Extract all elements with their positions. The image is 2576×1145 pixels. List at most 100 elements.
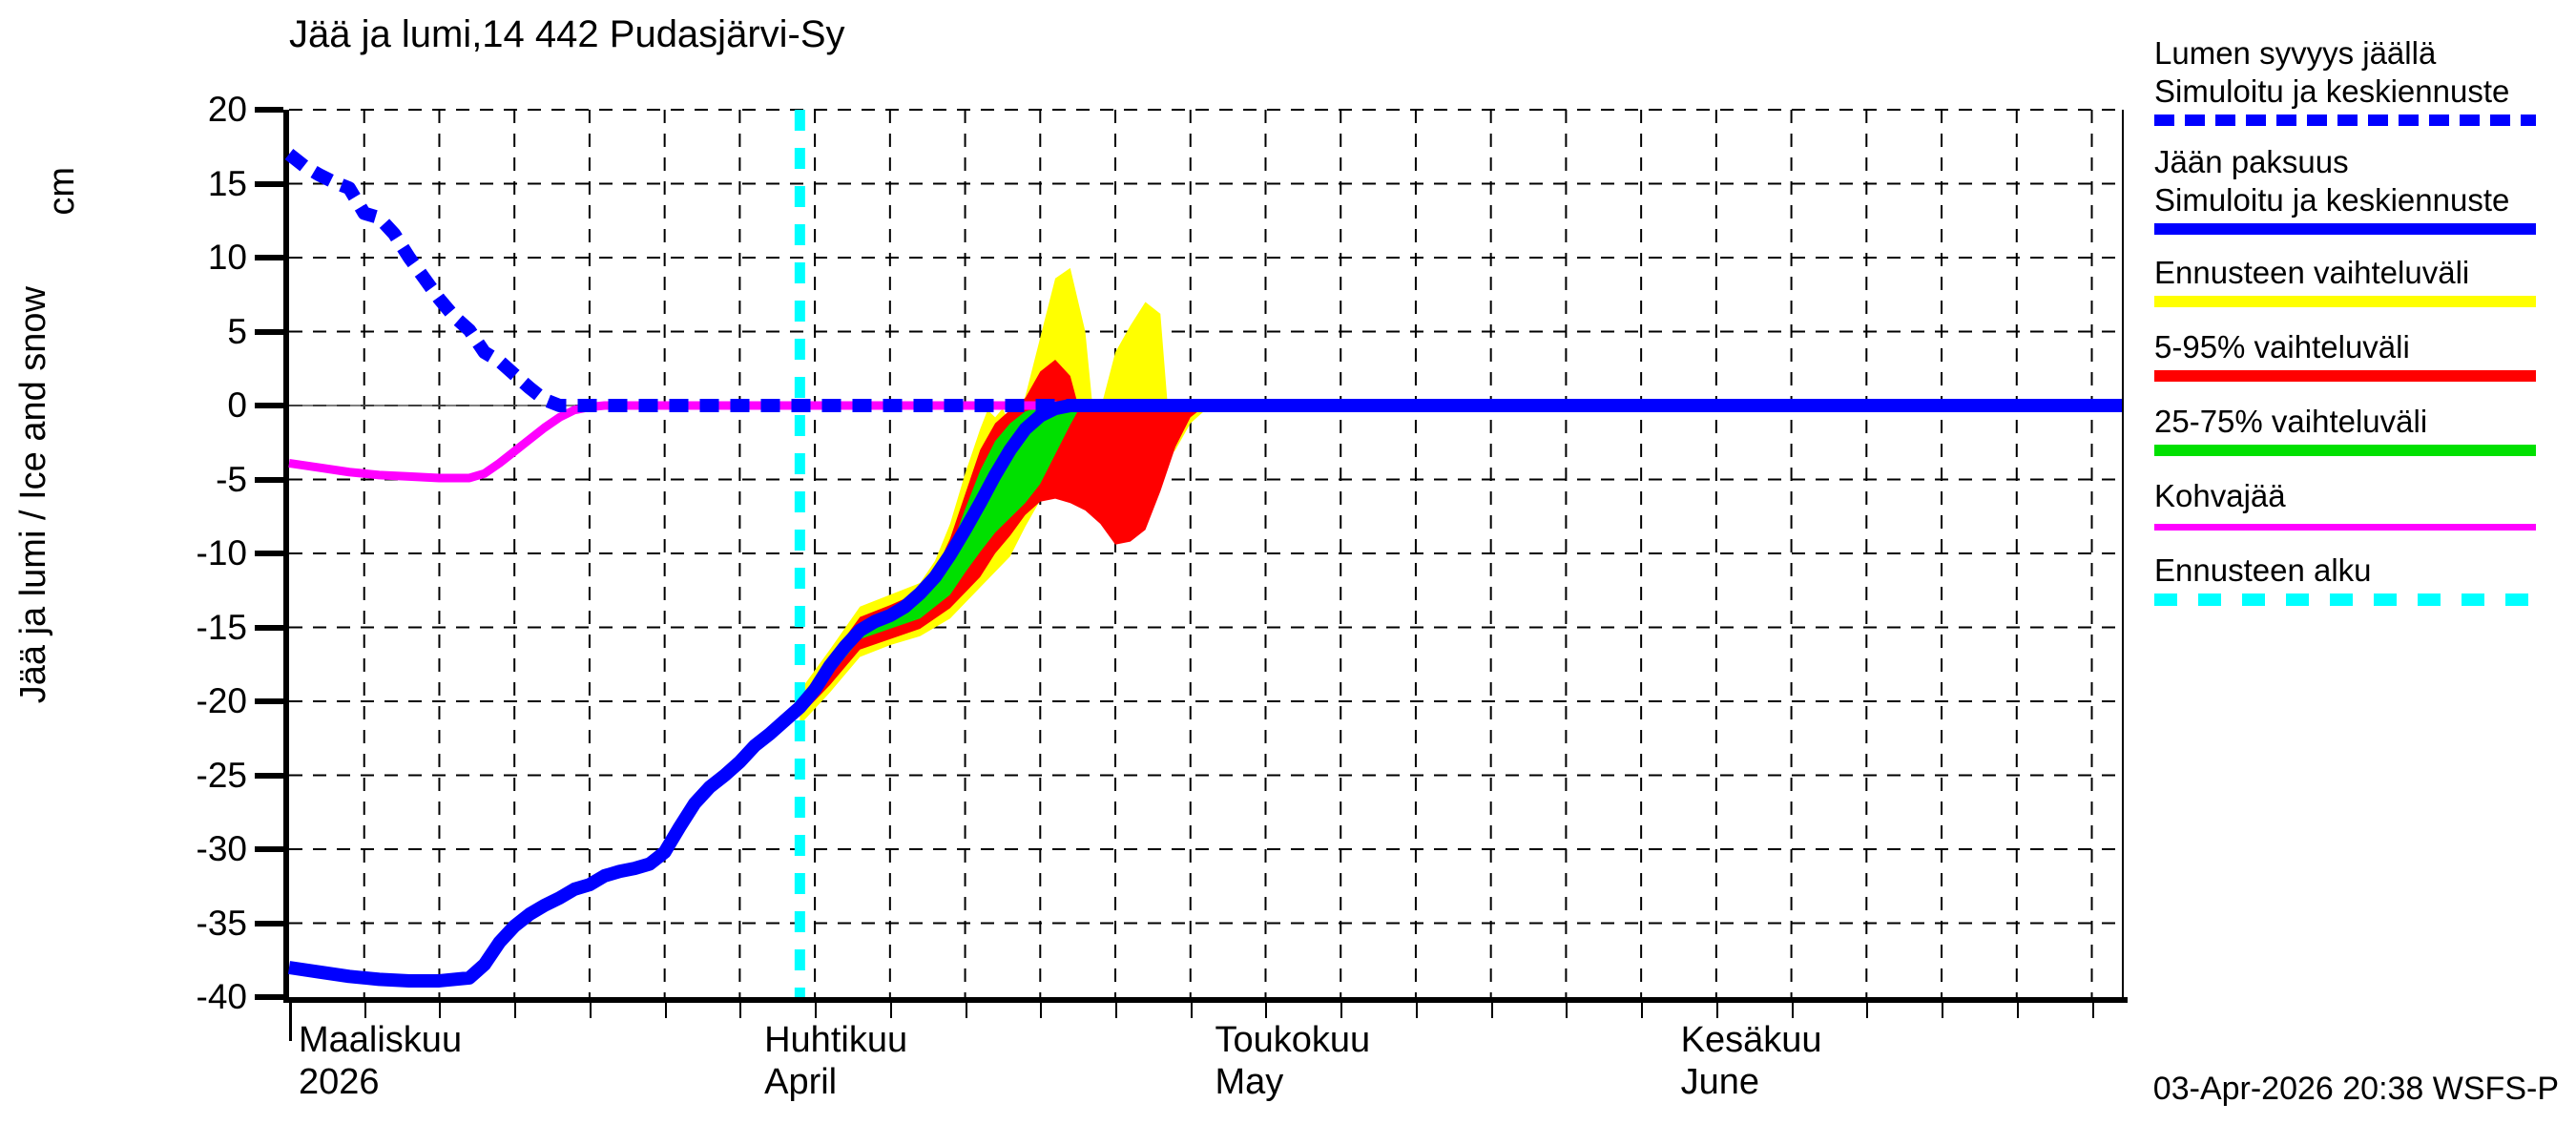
x-tick-minor	[1340, 997, 1343, 1018]
x-tick-minor	[815, 997, 818, 1018]
y-axis-label: Jää ja lumi / Ice and snow	[13, 286, 53, 704]
chart-legend: Lumen syvyys jäällä Simuloitu ja keskienn…	[2154, 34, 2574, 615]
y-tick-mark	[255, 403, 283, 408]
y-tick-label: -10	[196, 533, 247, 572]
x-tick-minor	[589, 997, 592, 1018]
x-tick-minor	[1566, 997, 1568, 1018]
legend-entry: Kohvajää	[2154, 477, 2574, 531]
legend-swatch	[2154, 524, 2536, 531]
y-tick-mark	[255, 624, 283, 631]
x-tick-minor	[664, 997, 667, 1018]
legend-label-primary: Jään paksuus	[2154, 144, 2349, 179]
legend-label-primary: Lumen syvyys jäällä	[2154, 35, 2437, 71]
x-tick-label-en: May	[1215, 1062, 1284, 1102]
legend-entry: Ennusteen alku	[2154, 552, 2574, 606]
legend-swatch	[2154, 370, 2536, 382]
y-tick-mark	[255, 255, 283, 260]
plot-right-border	[2122, 110, 2124, 997]
legend-swatch	[2154, 296, 2536, 307]
x-tick-label: Maaliskuu 2026	[299, 1019, 462, 1103]
y-tick-label: 15	[207, 163, 247, 203]
x-tick-label: Kesäkuu June	[1681, 1019, 1822, 1103]
legend-label-primary: 25-75% vaihteluväli	[2154, 404, 2428, 439]
y-tick-label: 5	[227, 311, 247, 351]
footer-timestamp: 03-Apr-2026 20:38 WSFS-P	[2152, 1071, 2559, 1107]
chart-title: Jää ja lumi,14 442 Pudasjärvi-Sy	[289, 13, 845, 55]
x-tick-label-en: April	[764, 1062, 838, 1102]
legend-entry: Jään paksuus Simuloitu ja keskiennuste	[2154, 143, 2574, 235]
legend-label-primary: Ennusteen vaihteluväli	[2154, 255, 2470, 290]
y-tick-label: -20	[196, 681, 247, 720]
forecast-bands	[800, 267, 2122, 725]
x-tick-label: Huhtikuu April	[764, 1019, 907, 1103]
x-axis-line	[283, 997, 2128, 1003]
x-tick-minor	[739, 997, 742, 1018]
y-tick-mark	[255, 476, 283, 483]
x-tick-label-fi: Toukokuu	[1215, 1020, 1371, 1060]
x-tick-minor	[1866, 997, 1869, 1018]
legend-swatch	[2154, 223, 2536, 235]
y-tick-mark	[255, 920, 283, 926]
y-tick-label: 10	[207, 238, 247, 277]
y-tick-mark	[255, 328, 283, 335]
y-tick-mark	[255, 698, 283, 704]
chart-canvas	[284, 109, 2122, 997]
x-tick-minor	[1715, 997, 1718, 1018]
x-tick-minor	[2016, 997, 2019, 1018]
x-tick-label-fi: Huhtikuu	[764, 1020, 908, 1060]
legend-entry: 5-95% vaihteluväli	[2154, 328, 2574, 382]
legend-label-primary: Ennusteen alku	[2154, 552, 2372, 588]
y-tick-label: -25	[196, 755, 247, 795]
x-tick-label-fi: Maaliskuu	[299, 1020, 463, 1060]
x-tick-minor	[2091, 997, 2094, 1018]
y-tick-mark	[255, 551, 283, 556]
forecast-band	[800, 359, 2122, 717]
y-tick-mark	[255, 846, 283, 852]
series-line-snow-depth	[284, 149, 2122, 412]
x-tick-major	[289, 997, 292, 1041]
series-line-ice-thickness	[287, 399, 2122, 988]
x-tick-label-fi: Kesäkuu	[1680, 1020, 1822, 1060]
x-tick-minor	[364, 997, 366, 1018]
y-tick-mark	[255, 180, 283, 187]
legend-label-secondary: Simuloitu ja keskiennuste	[2154, 182, 2510, 218]
x-tick-label-en: 2026	[299, 1062, 380, 1102]
series-line-kohvajaa	[288, 401, 2122, 483]
x-tick-minor	[1265, 997, 1268, 1018]
data-series	[284, 149, 2122, 988]
y-tick-label: -35	[196, 903, 247, 943]
y-tick-label: -15	[196, 607, 247, 647]
y-tick-mark	[255, 107, 283, 113]
y-tick-mark	[255, 994, 283, 1000]
legend-entry: Lumen syvyys jäällä Simuloitu ja keskienn…	[2154, 34, 2574, 126]
x-tick-minor	[1040, 997, 1043, 1018]
legend-swatch	[2154, 593, 2536, 606]
y-axis-line	[283, 110, 289, 997]
x-tick-minor	[1490, 997, 1493, 1018]
legend-swatch	[2154, 445, 2536, 456]
legend-entry: 25-75% vaihteluväli	[2154, 403, 2574, 456]
legend-label-primary: 5-95% vaihteluväli	[2154, 329, 2410, 364]
y-tick-label: -30	[196, 829, 247, 868]
y-tick-label: -5	[216, 459, 247, 499]
legend-label-primary: Kohvajää	[2154, 478, 2286, 513]
x-tick-minor	[1190, 997, 1193, 1018]
x-tick-minor	[514, 997, 517, 1018]
x-tick-minor	[1415, 997, 1418, 1018]
legend-swatch	[2154, 114, 2536, 126]
y-axis-unit-label: cm	[42, 167, 82, 216]
y-tick-mark	[255, 772, 283, 779]
y-tick-label: 0	[227, 385, 247, 425]
x-tick-label: Toukokuu May	[1215, 1019, 1371, 1103]
grid-lines	[289, 109, 2122, 997]
y-tick-label: 20	[207, 90, 247, 129]
x-tick-label-en: June	[1680, 1062, 1760, 1102]
x-tick-minor	[1942, 997, 1944, 1018]
x-tick-minor	[1641, 997, 1644, 1018]
x-tick-minor	[965, 997, 967, 1018]
x-tick-minor	[1115, 997, 1118, 1018]
y-tick-label: -40	[196, 977, 247, 1016]
forecast-band	[800, 267, 2122, 725]
x-tick-minor	[889, 997, 892, 1018]
